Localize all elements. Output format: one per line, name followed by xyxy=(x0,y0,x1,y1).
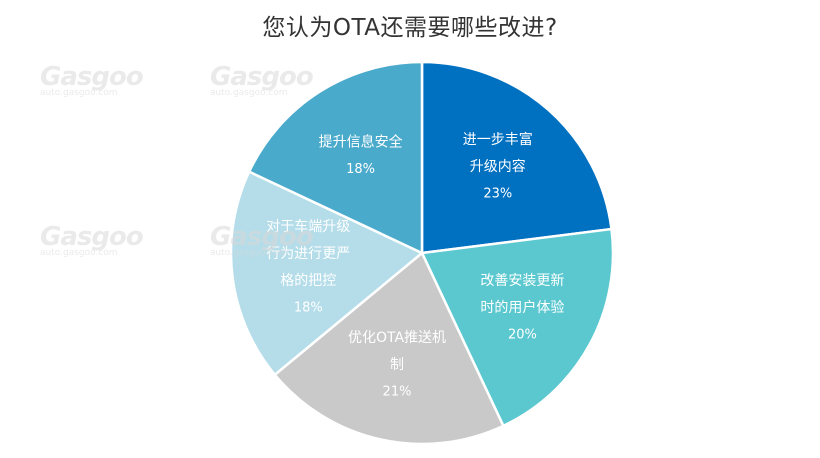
slice-value-0: 23% xyxy=(483,187,512,202)
slice-label-3-line-1: 行为进行更严 xyxy=(266,246,350,262)
slice-label-1-line-0: 改善安装更新 xyxy=(480,273,564,289)
slice-value-1: 20% xyxy=(508,328,537,343)
slice-value-2: 21% xyxy=(383,384,412,399)
slice-label-1-line-1: 时的用户体验 xyxy=(480,299,564,316)
chart-title: 您认为OTA还需要哪些改进? xyxy=(262,15,558,41)
slice-label-2-line-0: 优化OTA推送机 xyxy=(348,330,446,346)
pie-slice-4 xyxy=(247,60,424,255)
slice-label-0-line-1: 升级内容 xyxy=(470,158,526,175)
slice-value-3: 18% xyxy=(294,300,323,315)
slice-label-3-line-0: 对于车端升级 xyxy=(266,218,350,235)
pie-slice-2 xyxy=(273,251,505,446)
slice-label-2-line-1: 制 xyxy=(390,357,404,373)
slice-value-4: 18% xyxy=(346,162,375,177)
slice-label-4-line-0: 提升信息安全 xyxy=(319,134,403,151)
slice-label-3-line-2: 格的把控 xyxy=(280,273,336,289)
slice-label-0-line-0: 进一步丰富 xyxy=(463,131,533,148)
pie-slice-3 xyxy=(229,170,425,377)
pie-slice-1 xyxy=(420,227,615,428)
pie-slice-0 xyxy=(420,60,613,255)
